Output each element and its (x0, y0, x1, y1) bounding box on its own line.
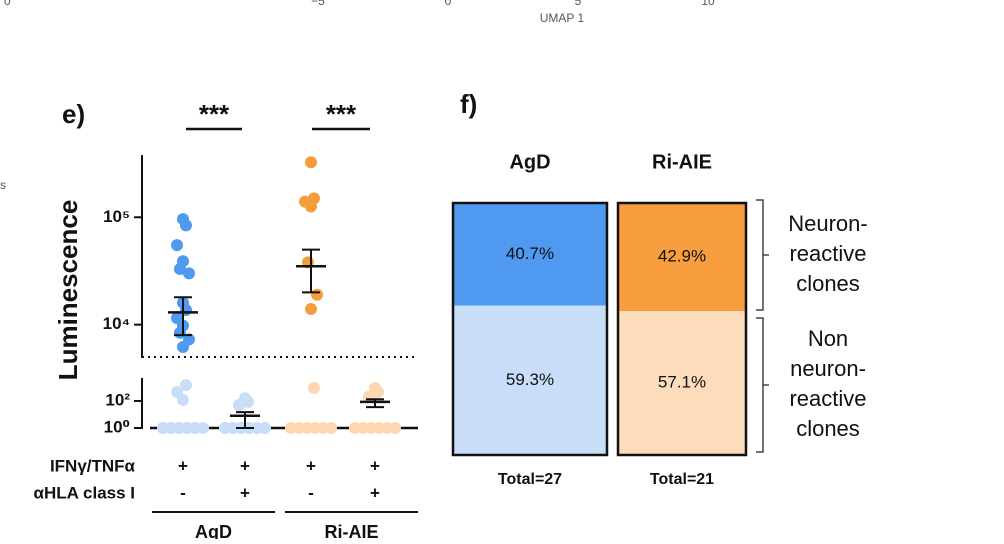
series-name: reactive (789, 386, 866, 411)
data-point (293, 422, 305, 434)
group-label: AgD (195, 522, 232, 539)
data-point (233, 399, 245, 412)
data-point (259, 422, 271, 434)
condition-name: αHLA class I (34, 483, 135, 502)
condition-sign: - (308, 483, 314, 502)
bar-segment (453, 305, 607, 455)
data-point (389, 422, 401, 434)
bar-outline (451, 201, 609, 457)
series-name: Neuron- (788, 211, 867, 236)
condition-sign: + (240, 483, 250, 502)
condition-sign: + (240, 456, 250, 475)
condition-sign: + (370, 456, 380, 475)
series-name: Non (808, 326, 848, 351)
series-name: clones (796, 416, 860, 441)
data-point (177, 393, 189, 406)
x-tick-label: 0 (445, 0, 452, 8)
y-axis-label: Luminescence (53, 200, 83, 381)
clipped-text: s (0, 178, 6, 192)
condition-name: IFNγ/TNFα (50, 456, 136, 475)
series-name: clones (796, 271, 860, 296)
value-label: 40.7% (506, 244, 554, 263)
data-point (311, 288, 323, 301)
x-tick-label: 5 (575, 0, 582, 8)
data-point (180, 379, 192, 392)
bracket (756, 317, 769, 453)
data-point (165, 422, 177, 434)
group-label: Ri-AIE (325, 522, 379, 539)
y-tick-label: 10² (105, 390, 130, 409)
condition-sign: + (178, 456, 188, 475)
y-tick-label: 10⁴ (103, 314, 130, 333)
data-point (197, 422, 209, 434)
category-label: Ri-AIE (652, 151, 712, 173)
bar-segment (453, 203, 607, 306)
bar-outline (616, 201, 748, 457)
significance: *** (326, 99, 357, 129)
data-point (171, 239, 183, 252)
significance: *** (199, 99, 230, 129)
value-label: 59.3% (506, 370, 554, 389)
data-point (308, 381, 320, 394)
panel-label: e) (62, 99, 85, 129)
condition-sign: + (370, 483, 380, 502)
data-point (305, 200, 317, 213)
condition-sign: + (306, 456, 316, 475)
data-point (325, 422, 337, 434)
data-point (180, 303, 192, 316)
data-point (305, 302, 317, 315)
total-label: Total=27 (498, 471, 562, 488)
bar-segment (618, 311, 746, 455)
data-point (373, 422, 385, 434)
condition-sign: - (180, 483, 186, 502)
data-point (177, 340, 189, 353)
data-point (242, 395, 254, 408)
total-label: Total=21 (650, 471, 714, 488)
data-point (174, 262, 186, 275)
data-point (183, 267, 195, 280)
series-name: reactive (789, 241, 866, 266)
bracket (756, 199, 769, 311)
data-point (180, 219, 192, 232)
y-tick-label: 10⁵ (103, 207, 130, 226)
data-point (305, 156, 317, 169)
value-label: 42.9% (658, 247, 706, 266)
bar-segment (618, 203, 746, 312)
value-label: 57.1% (658, 373, 706, 392)
x-tick-label: 10 (701, 0, 715, 8)
y-tick-label: 10⁰ (104, 417, 130, 436)
category-label: AgD (509, 151, 550, 173)
panel-label: f) (460, 89, 477, 119)
data-point (372, 386, 384, 399)
series-name: neuron- (790, 356, 866, 381)
clipped-text: 0 (4, 0, 11, 8)
x-tick-label: −5 (311, 0, 325, 8)
x-axis-label: UMAP 1 (540, 11, 585, 25)
